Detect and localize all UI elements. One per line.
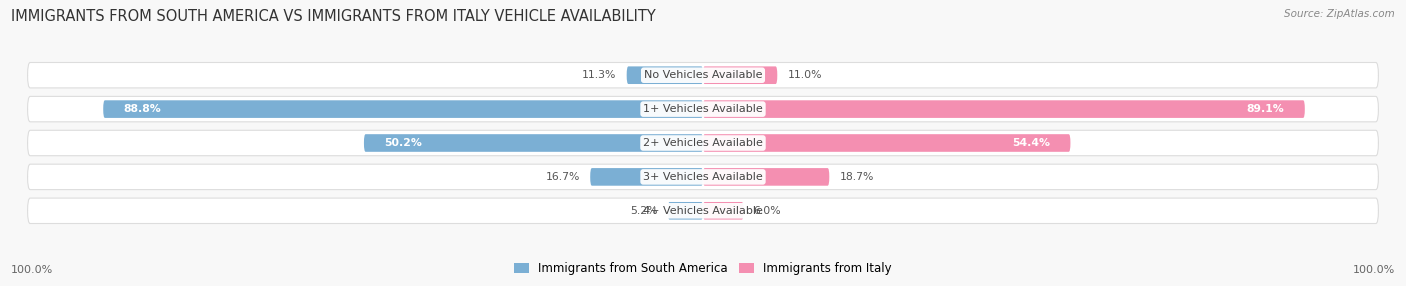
Text: 2+ Vehicles Available: 2+ Vehicles Available: [643, 138, 763, 148]
FancyBboxPatch shape: [28, 130, 1378, 156]
Legend: Immigrants from South America, Immigrants from Italy: Immigrants from South America, Immigrant…: [509, 258, 897, 280]
FancyBboxPatch shape: [364, 134, 703, 152]
Text: 6.0%: 6.0%: [754, 206, 782, 216]
Text: 100.0%: 100.0%: [1353, 265, 1395, 275]
Text: 50.2%: 50.2%: [384, 138, 422, 148]
FancyBboxPatch shape: [28, 198, 1378, 223]
Text: 5.2%: 5.2%: [630, 206, 658, 216]
FancyBboxPatch shape: [103, 100, 703, 118]
Text: IMMIGRANTS FROM SOUTH AMERICA VS IMMIGRANTS FROM ITALY VEHICLE AVAILABILITY: IMMIGRANTS FROM SOUTH AMERICA VS IMMIGRA…: [11, 9, 657, 23]
Text: No Vehicles Available: No Vehicles Available: [644, 70, 762, 80]
Text: 11.0%: 11.0%: [787, 70, 823, 80]
FancyBboxPatch shape: [703, 134, 1070, 152]
Text: 16.7%: 16.7%: [546, 172, 581, 182]
FancyBboxPatch shape: [28, 96, 1378, 122]
FancyBboxPatch shape: [703, 100, 1305, 118]
FancyBboxPatch shape: [668, 202, 703, 220]
Text: 11.3%: 11.3%: [582, 70, 617, 80]
Text: 88.8%: 88.8%: [124, 104, 162, 114]
Text: Source: ZipAtlas.com: Source: ZipAtlas.com: [1284, 9, 1395, 19]
FancyBboxPatch shape: [703, 202, 744, 220]
FancyBboxPatch shape: [703, 168, 830, 186]
FancyBboxPatch shape: [703, 66, 778, 84]
Text: 4+ Vehicles Available: 4+ Vehicles Available: [643, 206, 763, 216]
Text: 3+ Vehicles Available: 3+ Vehicles Available: [643, 172, 763, 182]
FancyBboxPatch shape: [28, 164, 1378, 190]
Text: 1+ Vehicles Available: 1+ Vehicles Available: [643, 104, 763, 114]
FancyBboxPatch shape: [627, 66, 703, 84]
FancyBboxPatch shape: [591, 168, 703, 186]
Text: 89.1%: 89.1%: [1247, 104, 1285, 114]
Text: 54.4%: 54.4%: [1012, 138, 1050, 148]
Text: 18.7%: 18.7%: [839, 172, 873, 182]
FancyBboxPatch shape: [28, 63, 1378, 88]
Text: 100.0%: 100.0%: [11, 265, 53, 275]
